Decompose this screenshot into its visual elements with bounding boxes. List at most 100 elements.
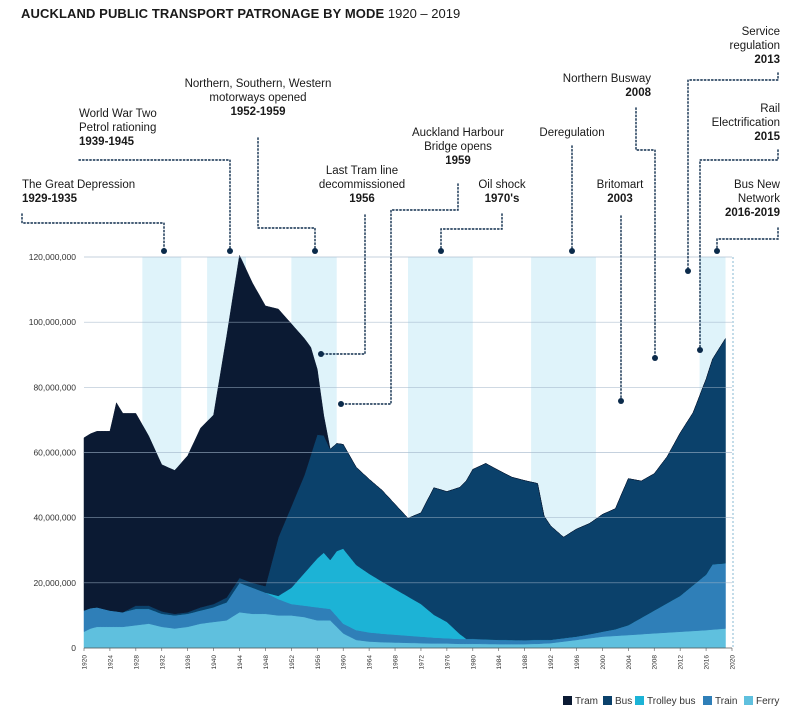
annotation-bus-new-network: Bus New Network 2016-2019 [714,179,781,254]
annotation-last-tram: Last Tram line decommissioned 1956 [318,165,405,357]
x-tick-label: 1960 [341,655,348,670]
x-tick-label: 1924 [107,655,114,670]
annotation-label: Auckland Harbour [412,127,504,139]
legend-label: Bus [615,696,632,707]
annotation-dot [227,248,233,254]
annotation-dot [338,401,344,407]
legend-swatch [563,696,572,705]
annotation-label: Petrol rationing [79,122,156,134]
y-tick-label: 100,000,000 [29,317,77,327]
legend-label: Ferry [756,696,779,707]
annotation-label: Electrification [712,117,780,129]
annotation-rail-electrification: Rail Electrification 2015 [697,103,781,353]
annotation-label: The Great Depression [22,179,135,191]
annotation-northern-busway: Northern Busway 2008 [563,73,658,361]
annotation-harbour-bridge: Auckland Harbour Bridge opens 1959 [338,127,504,407]
annotation-label: regulation [729,40,780,52]
x-tick-label: 2004 [626,655,633,670]
x-tick-label: 2016 [704,655,711,670]
annotation-label: Bus New [734,179,781,191]
annotation-year: 1929-1935 [22,193,78,205]
x-tick-label: 1976 [444,655,451,670]
annotation-leader [21,213,165,252]
x-tick-label: 1988 [522,655,529,670]
annotation-dot [569,248,575,254]
x-tick-label: 1984 [496,655,503,670]
chart-title: AUCKLAND PUBLIC TRANSPORT PATRONAGE BY M… [21,6,460,21]
annotation-leader [716,227,779,252]
x-tick-label: 1932 [159,655,166,670]
legend-item-trolley_bus: Trolley bus [635,696,696,707]
y-tick-label: 120,000,000 [29,252,77,262]
annotation-motorways: Northern, Southern, Western motorways ope… [185,78,331,254]
annotation-year: 1970's [485,193,520,205]
x-tick-label: 1996 [574,655,581,670]
annotation-dot [312,248,318,254]
annotation-year: 2008 [625,87,651,99]
x-tick-label: 1944 [237,655,244,670]
annotation-leader [320,214,366,355]
annotation-label: World War Two [79,108,157,120]
annotation-dot [618,398,624,404]
annotation-leader [78,159,231,252]
legend-item-bus: Bus [603,696,632,707]
y-tick-label: 80,000,000 [33,382,76,392]
x-tick-label: 1920 [82,655,89,670]
legend-swatch [603,696,612,705]
chart-title-years: 1920 – 2019 [387,6,461,21]
x-tick-label: 1928 [133,655,140,670]
annotation-label: Northern Busway [563,73,651,85]
annotation-dot [161,248,167,254]
x-tick-label: 1936 [185,655,192,670]
x-tick-label: 1972 [418,655,425,670]
x-tick-label: 1968 [393,655,400,670]
annotation-dot [714,248,720,254]
annotation-leader [340,183,459,405]
x-tick-label: 1964 [367,655,374,670]
annotation-dot [438,248,444,254]
annotation-dot [697,347,703,353]
annotation-dot [685,268,691,274]
annotation-service-regulation: Service regulation 2013 [685,26,780,274]
annotation-year: 1952-1959 [231,106,286,118]
annotation-britomart: Britomart 2003 [597,179,644,404]
x-tick-label: 1940 [211,655,218,670]
annotation-year: 2015 [754,131,780,143]
y-tick-label: 20,000,000 [33,578,76,588]
annotation-label: decommissioned [319,179,405,191]
annotation-leader [257,137,316,252]
annotation-year: 1956 [349,193,375,205]
annotation-year: 1939-1945 [79,136,135,148]
x-tick-label: 1980 [470,655,477,670]
annotation-year: 1959 [445,155,471,167]
annotation-leader [687,72,779,272]
x-tick-label: 1956 [315,655,322,670]
x-tick-label: 1952 [289,655,296,670]
annotation-label: Network [738,193,780,205]
annotation-ww2: World War Two Petrol rationing 1939-1945 [78,108,233,254]
annotation-year: 2003 [607,193,633,205]
annotation-year: 2016-2019 [725,207,780,219]
chart-title-main: AUCKLAND PUBLIC TRANSPORT PATRONAGE BY M… [21,6,385,21]
annotation-label: Oil shock [478,179,526,191]
x-tick-label: 1948 [263,655,270,670]
legend-label: Trolley bus [647,696,696,707]
annotation-leader [699,149,779,351]
annotation-label: Rail [760,103,780,115]
y-tick-label: 40,000,000 [33,513,76,523]
axes: 0 20,000,000 40,000,000 60,000,000 80,000,00… [29,252,737,669]
legend-label: Train [715,696,737,707]
annotation-label: Service [742,26,780,38]
annotation-oil-shock: Oil shock 1970's [438,179,526,254]
x-tick-label: 2000 [600,655,607,670]
annotation-great-depression: The Great Depression 1929-1935 [21,179,167,254]
annotation-deregulation: Deregulation [539,127,605,254]
x-tick-label: 2020 [730,655,737,670]
x-tick-label: 1992 [548,655,555,670]
legend-item-ferry: Ferry [744,696,779,707]
annotation-label: Britomart [597,179,644,191]
annotation-label: Last Tram line [326,165,398,177]
legend-swatch [635,696,644,705]
grid-lines [84,256,732,584]
annotation-label: Deregulation [539,127,604,139]
